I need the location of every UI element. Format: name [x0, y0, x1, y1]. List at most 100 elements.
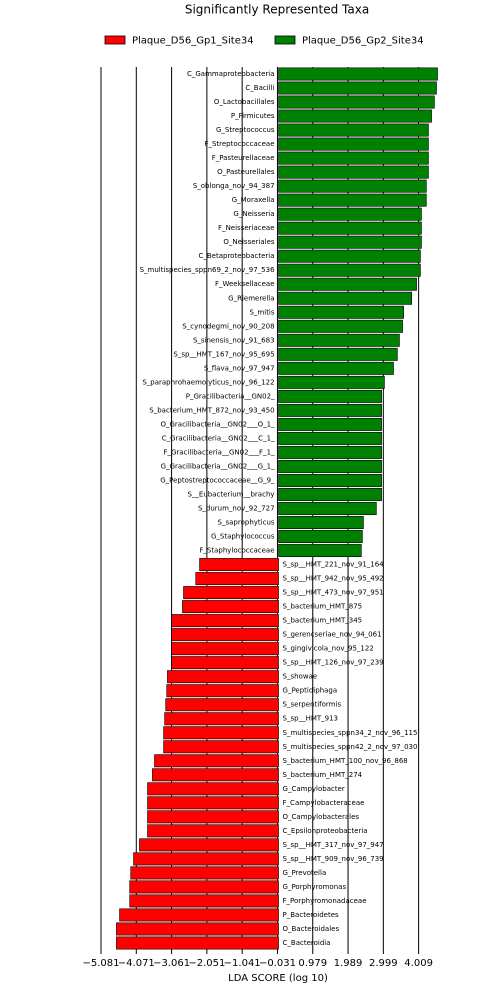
category-label: F_Staphylococcaceae [199, 547, 274, 555]
category-label: G_Gracilibacteria__GN02___G_1_ [161, 462, 275, 470]
bar [278, 361, 394, 375]
bar [164, 712, 279, 726]
bar [199, 558, 279, 572]
category-label: G_Riemerella [228, 294, 274, 302]
bar [133, 852, 279, 866]
category-label: S_sp__HMT_317_nov_97_947 [283, 841, 384, 849]
bar [166, 684, 279, 698]
category-label: S_bacterium_HMT_100_nov_96_868 [283, 757, 408, 765]
category-label: S_sp__HMT_126_nov_97_239 [283, 659, 384, 667]
bar [163, 726, 279, 740]
bar [278, 277, 417, 291]
bar [278, 445, 382, 459]
legend-swatch [274, 35, 296, 45]
bar [278, 221, 422, 235]
category-label: S_showae [283, 673, 318, 681]
category-label: S__Eubacterium__brachy [187, 490, 274, 498]
bar [278, 375, 385, 389]
bar [278, 389, 382, 403]
bar [152, 768, 279, 782]
category-label: S_paraphrohaemolyticus_nov_96_122 [142, 378, 274, 386]
category-label: S_oblonga_nov_94_387 [193, 182, 275, 190]
category-label: O_Campylobacterales [283, 813, 360, 821]
category-label: G_Staphylococcus [211, 533, 275, 541]
bar [278, 123, 429, 137]
category-label: F_Neisseriaceae [218, 224, 274, 232]
bar [116, 936, 279, 950]
category-label: S_sp__HMT_942_nov_95_492 [283, 575, 384, 583]
bar [278, 417, 382, 431]
bar [171, 656, 279, 670]
category-label: S_cynodegmi_nov_90_208 [182, 322, 274, 330]
category-label: G_Moraxella [232, 196, 275, 204]
category-label: F_Pasteurellaceae [212, 154, 275, 162]
x-axis-label: LDA SCORE (log 10) [228, 973, 328, 984]
bar [171, 614, 279, 628]
bar [167, 670, 279, 684]
category-label: S_gerencseriae_nov_94_061 [283, 631, 382, 639]
bar [278, 109, 432, 123]
x-tick-label: −4.071 [118, 958, 155, 969]
bar [278, 151, 429, 165]
x-tick-label: −1.041 [224, 958, 261, 969]
x-tick-label: 1.989 [334, 958, 363, 969]
bar [147, 824, 279, 838]
bar [171, 642, 279, 656]
bar [278, 165, 429, 179]
x-tick-label: −0.031 [259, 958, 296, 969]
category-label: S_bacterium_HMT_875 [283, 603, 363, 611]
bar [119, 908, 279, 922]
bar [278, 403, 382, 417]
category-label: G_Porphyromonas [283, 883, 347, 891]
bar [278, 67, 438, 81]
bar [278, 137, 429, 151]
bar [278, 319, 403, 333]
category-label: F_Campylobacteraceae [283, 799, 365, 807]
chart-title: Significantly Represented Taxa [185, 3, 369, 17]
category-label: O_Lactobacillales [214, 98, 275, 106]
x-tick-label: −5.081 [82, 958, 119, 969]
category-label: O_Bacteroidales [283, 925, 340, 933]
category-label: G_Streptococcus [216, 126, 275, 134]
bar [154, 754, 279, 768]
category-label: G_Campylobacter [283, 785, 345, 793]
category-label: C_Gammaproteobacteria [187, 70, 275, 78]
category-label: C_Gracilibacteria__GN02___C_1_ [162, 434, 275, 442]
bar [278, 95, 435, 109]
bar [278, 81, 437, 95]
category-label: C_Bacilli [245, 84, 274, 92]
category-label: C_Epsilonproteobacteria [283, 827, 368, 835]
x-tick-label: −3.061 [153, 958, 190, 969]
bar [278, 249, 421, 263]
bar [183, 586, 279, 600]
bar [278, 235, 422, 249]
category-label: O_Gracilibacteria__GN02___O_1_ [160, 420, 275, 428]
legend-swatch [104, 35, 126, 45]
bar [278, 291, 412, 305]
category-label: S_flava_nov_97_947 [204, 364, 275, 372]
bar [278, 193, 427, 207]
category-label: S_sp__HMT_473_nov_97_951 [283, 589, 384, 597]
bar [278, 333, 400, 347]
category-label: S_sp__HMT_167_nov_95_695 [173, 350, 274, 358]
bar [278, 516, 364, 529]
bar [278, 263, 421, 277]
category-label: F_Gracilibacteria__GN02___F_1_ [163, 448, 275, 456]
bar [171, 628, 279, 642]
category-label: S_multispecies_sppn69_2_nov_97_536 [140, 266, 275, 274]
category-label: F_Weeksellaceae [215, 280, 275, 288]
category-label: S_saprophyticus [218, 519, 275, 527]
bar [278, 347, 398, 361]
category-label: C_Betaproteobacteria [198, 252, 274, 260]
category-label: P_Gracilibacteria__GN02_ [186, 392, 275, 400]
bar [278, 502, 377, 515]
category-label: S_bacterium_HMT_872_nov_93_450 [149, 406, 274, 414]
bar [147, 782, 279, 796]
category-label: P_Bacteroidetes [283, 911, 339, 919]
category-label: S_gingivicola_nov_95_122 [283, 645, 374, 653]
x-tick-label: 4.009 [404, 958, 433, 969]
category-label: P_Firmicutes [231, 112, 275, 120]
category-label: S_sp__HMT_221_nov_91_164 [283, 561, 385, 569]
bar [130, 866, 279, 880]
